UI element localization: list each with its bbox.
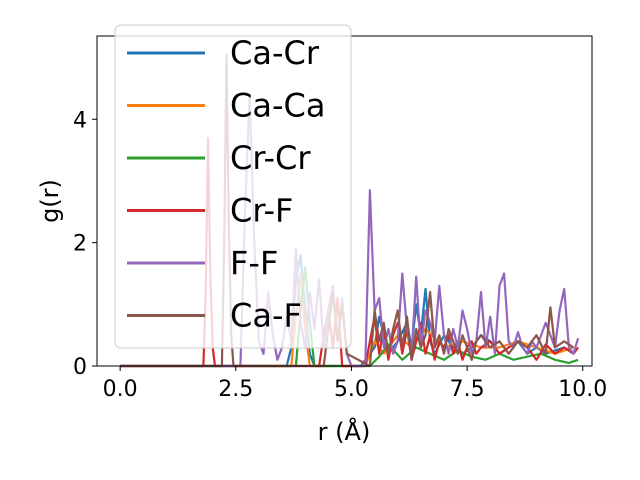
legend-label-ca-ca: Ca-Ca — [230, 87, 325, 125]
legend-label-ca-cr: Ca-Cr — [230, 34, 320, 72]
y-tick-label: 2 — [73, 232, 87, 257]
x-axis-label: r (Å) — [318, 417, 371, 446]
x-tick-label: 5.0 — [334, 377, 369, 402]
legend-label-ca-f: Ca-F — [230, 297, 302, 335]
x-tick-label: 7.5 — [450, 377, 485, 402]
x-tick-label: 2.5 — [218, 377, 253, 402]
y-tick-label: 4 — [73, 108, 87, 133]
y-axis-label: g(r) — [36, 179, 64, 223]
x-axis: 0.0 2.5 5.0 7.5 10.0 — [103, 366, 607, 402]
y-axis: 0 2 4 — [73, 108, 97, 380]
legend-label-cr-cr: Cr-Cr — [230, 139, 311, 177]
y-tick-label: 0 — [73, 355, 87, 380]
legend-label-cr-f: Cr-F — [230, 192, 293, 230]
legend-label-f-f: F-F — [230, 244, 278, 282]
x-tick-label: 0.0 — [103, 377, 138, 402]
x-tick-label: 10.0 — [558, 377, 607, 402]
legend: Ca-Cr Ca-Ca Cr-Cr Cr-F F-F Ca-F — [114, 24, 352, 349]
